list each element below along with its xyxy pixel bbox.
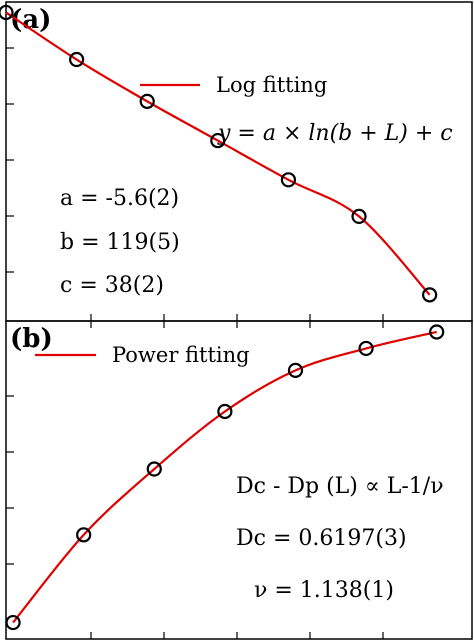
panel-a-param-c: c = 38(2) [60, 273, 164, 298]
panel-b-data-point-2 [76, 527, 92, 543]
panel-a-param-a: a = -5.6(2) [60, 186, 179, 211]
panel-a-param-b: b = 119(5) [60, 230, 180, 255]
panel-a-data-point-3 [139, 93, 155, 109]
panel-b-data-point-3 [146, 461, 162, 477]
panel-b-label: (b) [10, 324, 53, 354]
panel-a-data-point-6 [351, 208, 367, 225]
panel-b-param-dc: Dc = 0.6197(3) [236, 526, 407, 551]
panel-a-data-point-1 [0, 4, 14, 21]
panel-b-ticks [6, 321, 384, 639]
panel-b-equation: Dc - Dp (L) ∝ L-1/ν [236, 474, 444, 499]
panel-b-data-point-1 [5, 614, 21, 631]
panel-b-legend-label: Power fitting [112, 343, 250, 367]
panel-b-param-nu: ν = 1.138(1) [254, 578, 394, 603]
panel-b-data-point-5 [287, 362, 304, 378]
panel-a-data-point-4 [210, 132, 226, 149]
panel-b-frame [5, 320, 473, 640]
panel-a-ticks [6, 47, 384, 321]
panel-b-marks [5, 324, 445, 631]
panel-a-equation: y = a × ln(b + L) + c [217, 121, 453, 146]
panel-b-data-point-6 [358, 340, 374, 357]
panel-a-marks [0, 4, 438, 303]
panel-a-data-point-7 [422, 287, 438, 303]
panel-a-data-point-5 [280, 172, 297, 188]
panel-b-data-point-7 [429, 324, 445, 340]
panel-a-data-point-2 [69, 51, 85, 68]
panel-b-fit-line [12, 330, 437, 624]
panel-a-legend-label: Log fitting [216, 73, 327, 97]
panel-a-fit-line [5, 11, 431, 296]
panel-b-data-point-4 [217, 403, 233, 420]
